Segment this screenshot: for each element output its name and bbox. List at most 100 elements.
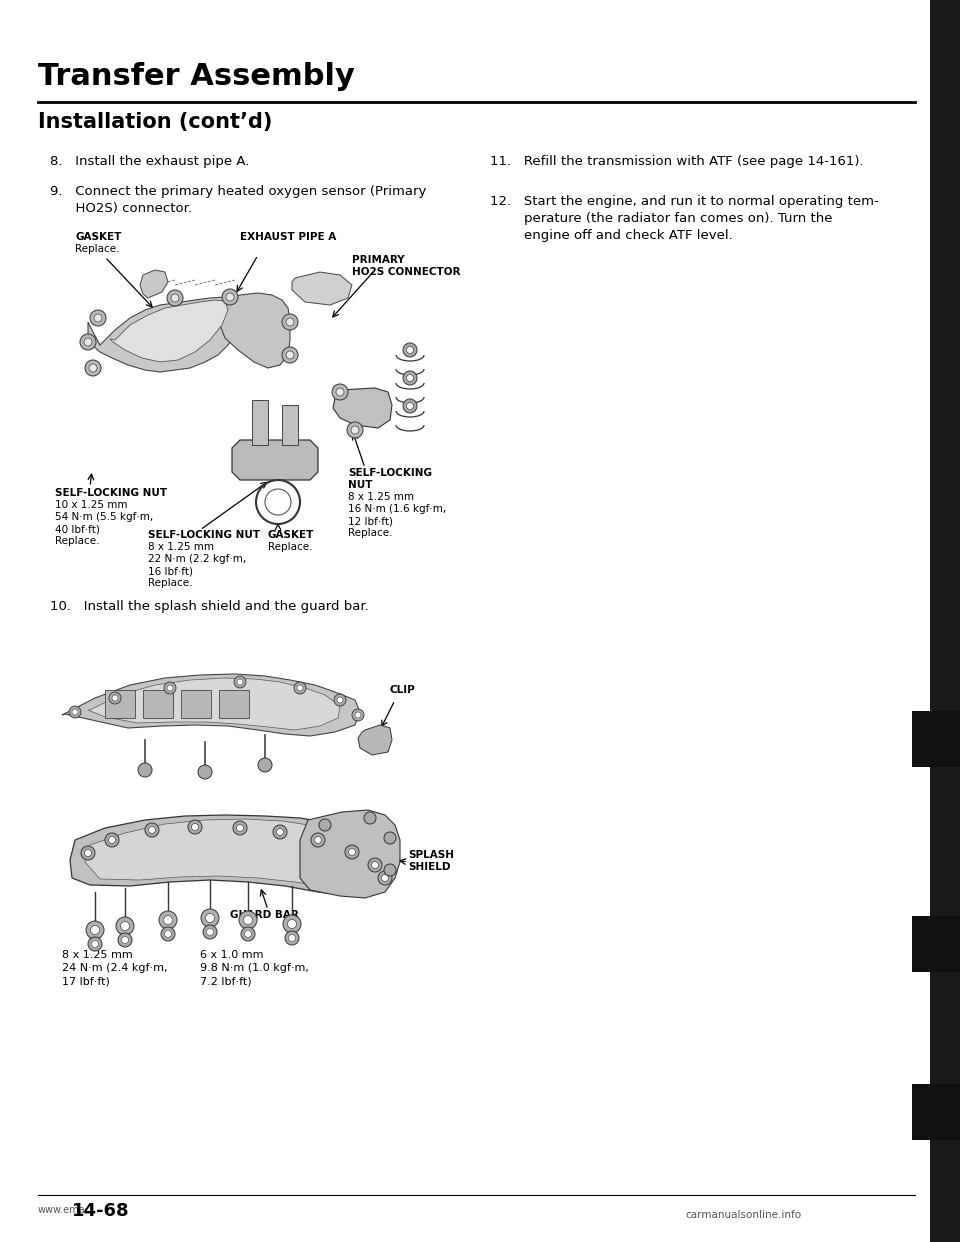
Circle shape [236, 825, 244, 831]
Text: CLIP: CLIP [390, 686, 416, 696]
Text: www.ema: www.ema [38, 1205, 85, 1215]
Circle shape [403, 343, 417, 356]
Circle shape [239, 910, 257, 929]
Circle shape [348, 848, 355, 856]
Text: Replace.: Replace. [75, 243, 119, 255]
Text: 8 x 1.25 mm: 8 x 1.25 mm [62, 950, 132, 960]
Polygon shape [88, 678, 340, 730]
Circle shape [164, 930, 172, 938]
Circle shape [84, 338, 92, 347]
Polygon shape [110, 301, 228, 361]
Text: 11.   Refill the transmission with ATF (see page 14-161).: 11. Refill the transmission with ATF (se… [490, 155, 864, 168]
Text: SELF-LOCKING: SELF-LOCKING [348, 468, 432, 478]
Text: NUT: NUT [348, 479, 372, 491]
Text: 14-68: 14-68 [72, 1202, 130, 1220]
Circle shape [121, 922, 130, 930]
Circle shape [203, 925, 217, 939]
Polygon shape [220, 293, 290, 368]
Circle shape [381, 874, 389, 882]
Polygon shape [282, 405, 298, 445]
Circle shape [244, 915, 252, 924]
Circle shape [90, 925, 100, 934]
Circle shape [188, 820, 202, 833]
Circle shape [364, 812, 376, 823]
Circle shape [112, 696, 118, 700]
Circle shape [138, 763, 152, 777]
Circle shape [201, 909, 219, 927]
Circle shape [205, 914, 214, 923]
Circle shape [406, 347, 414, 354]
Text: GASKET: GASKET [75, 232, 121, 242]
Text: SHIELD: SHIELD [408, 862, 450, 872]
Text: 54 N·m (5.5 kgf·m,: 54 N·m (5.5 kgf·m, [55, 512, 154, 522]
Polygon shape [85, 818, 382, 887]
Circle shape [258, 758, 272, 773]
Circle shape [237, 679, 243, 686]
Circle shape [287, 919, 297, 929]
Text: 8 x 1.25 mm: 8 x 1.25 mm [348, 492, 414, 502]
Circle shape [198, 765, 212, 779]
Circle shape [122, 936, 129, 944]
Circle shape [352, 709, 364, 722]
Text: Installation (cont’d): Installation (cont’d) [38, 112, 273, 132]
Circle shape [164, 682, 176, 694]
Circle shape [347, 422, 363, 438]
Circle shape [234, 676, 246, 688]
Text: PRIMARY: PRIMARY [352, 255, 404, 265]
Circle shape [403, 371, 417, 385]
Polygon shape [140, 270, 168, 298]
Text: 10 x 1.25 mm: 10 x 1.25 mm [55, 501, 128, 510]
Circle shape [311, 833, 325, 847]
Polygon shape [70, 815, 392, 895]
Circle shape [285, 932, 299, 945]
Circle shape [167, 686, 173, 691]
Text: 8 x 1.25 mm: 8 x 1.25 mm [148, 542, 214, 551]
Text: 22 N·m (2.2 kgf·m,: 22 N·m (2.2 kgf·m, [148, 554, 247, 564]
Circle shape [283, 915, 301, 933]
Circle shape [368, 858, 382, 872]
Text: 9.8 N·m (1.0 kgf·m,: 9.8 N·m (1.0 kgf·m, [200, 963, 309, 972]
Polygon shape [333, 388, 392, 428]
Circle shape [167, 289, 183, 306]
Text: Transfer Assembly: Transfer Assembly [38, 62, 355, 91]
Circle shape [315, 837, 322, 843]
Circle shape [384, 864, 396, 876]
Circle shape [171, 294, 179, 302]
Polygon shape [300, 810, 400, 898]
Circle shape [108, 837, 115, 843]
Circle shape [319, 818, 331, 831]
Circle shape [91, 940, 99, 948]
Text: 17 lbf·ft): 17 lbf·ft) [62, 976, 109, 986]
Circle shape [226, 293, 234, 301]
Text: 6 x 1.0 mm: 6 x 1.0 mm [200, 950, 263, 960]
Polygon shape [232, 440, 318, 479]
Text: SELF-LOCKING NUT: SELF-LOCKING NUT [55, 488, 167, 498]
Circle shape [332, 384, 348, 400]
Circle shape [265, 489, 291, 515]
Circle shape [69, 705, 81, 718]
Circle shape [282, 347, 298, 363]
Circle shape [159, 910, 177, 929]
Circle shape [351, 426, 359, 433]
Polygon shape [252, 400, 268, 445]
Circle shape [294, 682, 306, 694]
Circle shape [345, 845, 359, 859]
Circle shape [222, 289, 238, 306]
Circle shape [163, 915, 173, 924]
Circle shape [94, 314, 102, 322]
Circle shape [88, 936, 102, 951]
Circle shape [406, 375, 414, 381]
Circle shape [286, 318, 294, 325]
Bar [912, 1083, 960, 1140]
Bar [219, 691, 249, 718]
Circle shape [206, 929, 213, 935]
Circle shape [89, 364, 97, 373]
Text: SELF-LOCKING NUT: SELF-LOCKING NUT [148, 530, 260, 540]
Text: EXHAUST PIPE A: EXHAUST PIPE A [240, 232, 336, 242]
Text: 16 lbf·ft): 16 lbf·ft) [148, 566, 193, 576]
Circle shape [161, 927, 175, 941]
Circle shape [273, 825, 287, 840]
Text: HO2S) connector.: HO2S) connector. [50, 202, 192, 215]
Circle shape [276, 828, 283, 836]
Circle shape [289, 934, 296, 941]
